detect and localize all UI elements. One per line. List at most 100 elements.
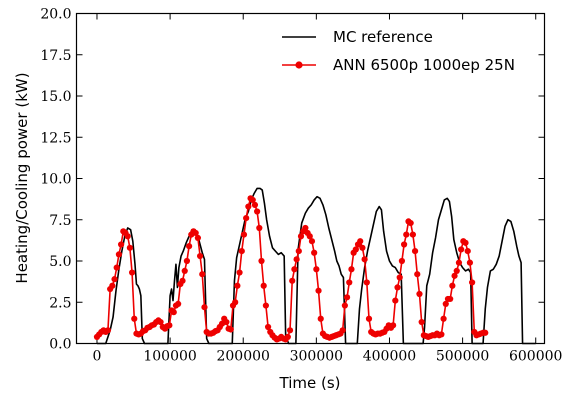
data-point <box>126 244 133 251</box>
x-tick-label: 200000 <box>216 349 269 365</box>
data-point <box>175 300 182 307</box>
x-tick-label: 100000 <box>143 349 196 365</box>
data-point <box>238 248 245 255</box>
data-point <box>469 279 476 286</box>
data-point <box>249 196 256 204</box>
data-point <box>264 323 272 331</box>
data-point <box>451 272 458 279</box>
y-tick-label: 20.0 <box>40 7 71 23</box>
data-point <box>223 318 230 326</box>
y-tick-label: 5.0 <box>49 254 71 270</box>
data-point <box>234 282 241 289</box>
data-point <box>414 271 421 278</box>
y-axis-title: Heating/Cooling power (kW) <box>13 72 31 283</box>
data-point <box>390 322 397 329</box>
data-point <box>245 203 252 210</box>
data-point <box>302 224 309 232</box>
data-point <box>313 266 320 273</box>
data-point <box>181 267 188 274</box>
data-point <box>343 294 351 301</box>
data-point <box>291 266 298 273</box>
y-tick-label: 15.0 <box>40 89 71 105</box>
data-point <box>128 269 136 276</box>
data-point <box>111 276 118 283</box>
legend-marker-ann <box>295 61 303 69</box>
data-point <box>306 233 313 240</box>
data-point <box>308 238 316 245</box>
data-point <box>201 304 208 311</box>
data-point <box>251 201 259 208</box>
data-point <box>254 208 261 215</box>
data-point <box>409 231 416 238</box>
data-point <box>317 315 324 322</box>
data-point <box>157 318 164 326</box>
data-point <box>438 331 445 338</box>
data-point <box>289 277 296 284</box>
data-point <box>199 271 206 278</box>
y-tick-label: 0.0 <box>49 337 71 353</box>
data-point <box>186 243 193 250</box>
data-point <box>284 333 291 340</box>
data-point <box>256 224 263 232</box>
data-point <box>341 302 348 309</box>
legend-label-ann: ANN 6500p 1000ep 25N <box>333 56 515 74</box>
data-point <box>258 257 265 265</box>
data-point <box>115 251 123 258</box>
data-point <box>232 299 239 306</box>
data-point <box>348 266 355 273</box>
series-line-ann-6500p-1000ep-25n <box>96 197 486 341</box>
data-point <box>179 277 186 284</box>
x-tick-label: 600000 <box>509 349 562 365</box>
data-point <box>455 259 463 266</box>
data-point <box>392 297 399 304</box>
data-point <box>462 239 469 246</box>
y-tick-label: 12.5 <box>40 130 71 146</box>
data-point <box>297 233 305 240</box>
data-point <box>236 269 243 276</box>
data-point <box>411 248 419 255</box>
data-point <box>464 248 471 255</box>
y-tick-label: 17.5 <box>40 48 71 64</box>
data-point <box>363 279 370 286</box>
y-axis: 0.0 2.5 5.0 7.5 10.0 12.5 15.0 17.5 20.0 <box>40 7 545 353</box>
data-point <box>194 234 201 241</box>
data-point <box>131 315 138 322</box>
data-point <box>227 326 234 333</box>
data-point <box>442 300 449 307</box>
data-point <box>240 231 248 238</box>
data-point <box>447 295 454 303</box>
x-axis-title: Time (s) <box>279 374 341 392</box>
data-point <box>104 327 112 334</box>
data-point <box>453 267 460 274</box>
data-point <box>339 327 346 334</box>
data-point <box>293 256 300 263</box>
data-point <box>440 315 447 322</box>
data-point <box>262 302 269 309</box>
data-point <box>361 256 368 263</box>
legend-label-mc-reference: MC reference <box>333 28 433 46</box>
data-point <box>357 238 364 245</box>
data-point <box>311 249 318 256</box>
y-tick-label: 10.0 <box>40 172 71 188</box>
x-axis: 0 100000 200000 300000 400000 500000 600000 <box>93 13 562 365</box>
data-point <box>260 282 267 289</box>
data-point <box>124 233 131 240</box>
y-tick-label: 2.5 <box>49 295 71 311</box>
data-point <box>118 241 125 248</box>
data-point <box>183 257 191 265</box>
data-point <box>352 246 359 253</box>
data-point <box>359 244 366 251</box>
data-point <box>449 282 456 289</box>
y-tick-label: 7.5 <box>49 213 71 229</box>
legend: MC reference ANN 6500p 1000ep 25N <box>282 28 515 74</box>
data-point <box>315 287 322 294</box>
data-point <box>346 279 353 286</box>
data-point <box>394 284 401 291</box>
x-tick-label: 300000 <box>290 349 343 365</box>
data-point <box>401 241 408 248</box>
data-point <box>243 215 250 222</box>
data-point <box>170 309 177 316</box>
data-point <box>396 274 403 281</box>
data-point <box>398 257 406 265</box>
